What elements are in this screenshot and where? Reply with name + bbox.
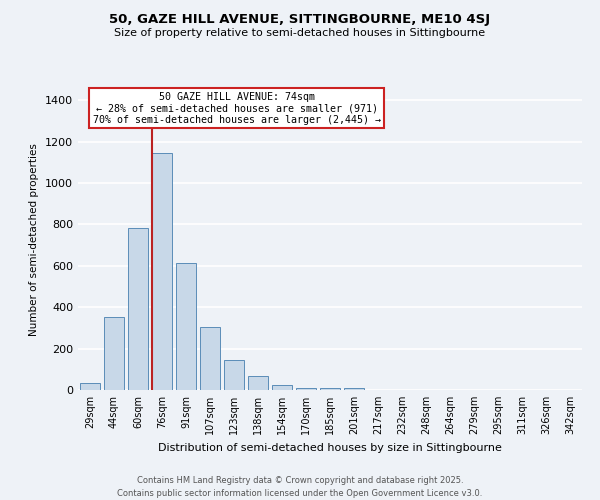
Bar [320, 388, 340, 390]
Bar [344, 388, 364, 390]
Bar [104, 316, 124, 390]
Bar [80, 383, 100, 390]
Text: 50, GAZE HILL AVENUE, SITTINGBOURNE, ME10 4SJ: 50, GAZE HILL AVENUE, SITTINGBOURNE, ME1… [109, 12, 491, 26]
Bar [272, 385, 292, 390]
Text: 50 GAZE HILL AVENUE: 74sqm
← 28% of semi-detached houses are smaller (971)
70% o: 50 GAZE HILL AVENUE: 74sqm ← 28% of semi… [93, 92, 381, 124]
Text: Contains HM Land Registry data © Crown copyright and database right 2025.
Contai: Contains HM Land Registry data © Crown c… [118, 476, 482, 498]
Bar [224, 360, 244, 390]
Bar [176, 263, 196, 390]
X-axis label: Distribution of semi-detached houses by size in Sittingbourne: Distribution of semi-detached houses by … [158, 442, 502, 452]
Y-axis label: Number of semi-detached properties: Number of semi-detached properties [29, 144, 40, 336]
Bar [200, 327, 220, 390]
Bar [152, 153, 172, 390]
Bar [128, 228, 148, 390]
Bar [248, 376, 268, 390]
Bar [296, 388, 316, 390]
Text: Size of property relative to semi-detached houses in Sittingbourne: Size of property relative to semi-detach… [115, 28, 485, 38]
